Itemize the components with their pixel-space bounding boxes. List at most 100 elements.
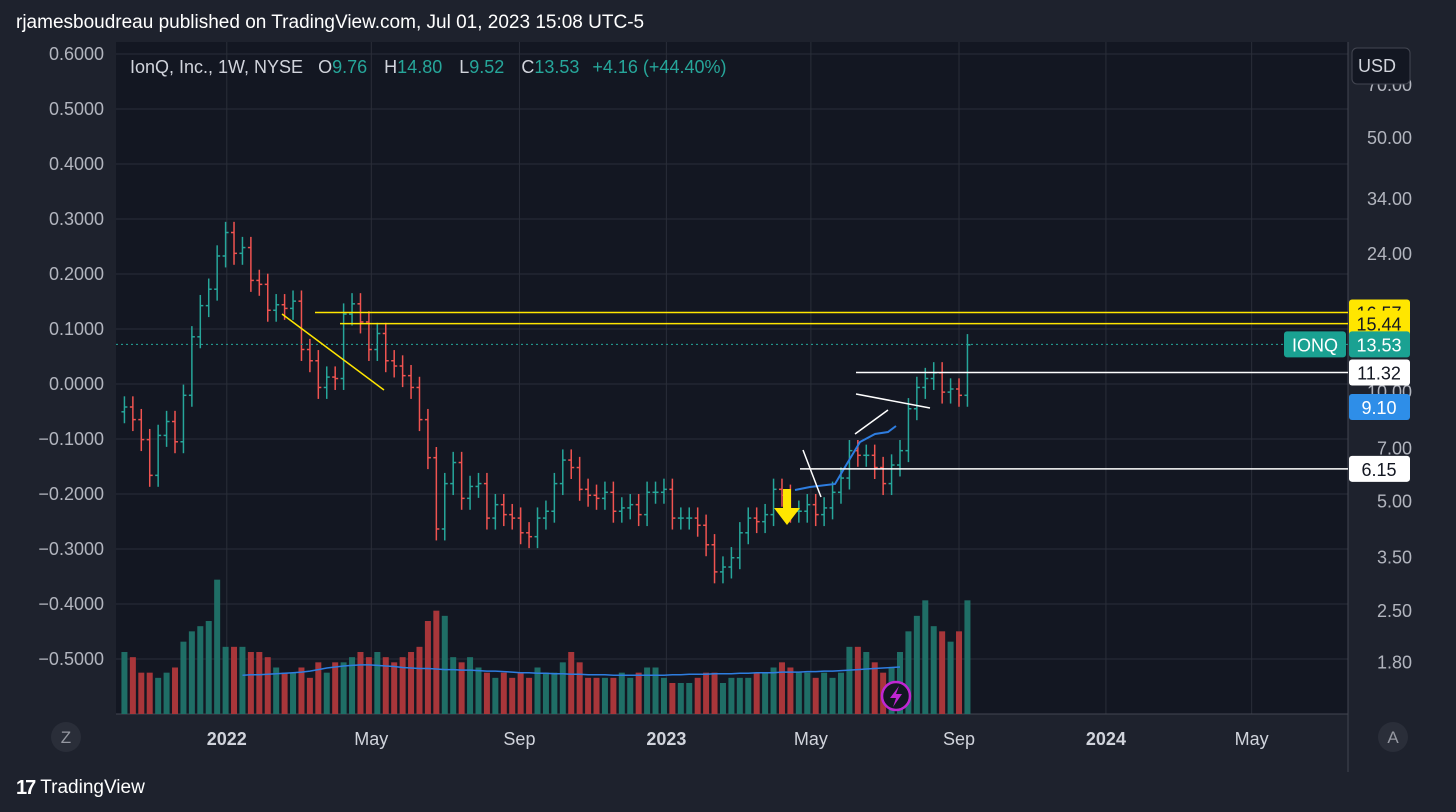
- left-axis-tick-label: 0.5000: [49, 99, 104, 119]
- volume-bar: [222, 646, 229, 714]
- volume-bar: [340, 662, 347, 714]
- volume-bar: [121, 652, 128, 714]
- price-label-box: [1349, 331, 1410, 358]
- right-axis-tick-label: 5.00: [1377, 491, 1412, 511]
- volume-bar: [433, 610, 440, 714]
- price-chart[interactable]: 0.6000 0.5000 0.4000 0.3000 0.2000 0.1000 0.00…: [0, 42, 1456, 772]
- volume-bar: [281, 672, 288, 714]
- volume-bar: [787, 667, 794, 714]
- left-axis-tick-label: −0.2000: [38, 484, 104, 504]
- price-ma-line: [794, 425, 897, 491]
- price-label-box: [1349, 393, 1410, 420]
- left-axis-tick-label: 0.2000: [49, 264, 104, 284]
- tradingview-logo-icon: 17: [16, 776, 36, 799]
- volume-bar: [956, 631, 963, 714]
- time-axis[interactable]: 2022 May Sep 2023 May Sep 2024 May: [207, 729, 1269, 749]
- volume-bar: [610, 677, 617, 714]
- volume-bar: [526, 677, 533, 714]
- volume-bar: [863, 652, 870, 714]
- volume-bar: [391, 662, 398, 714]
- volume-bar: [180, 641, 187, 714]
- volume-bar: [357, 652, 364, 714]
- volume-bar: [239, 646, 246, 714]
- price-label-box: [1349, 455, 1410, 482]
- volume-bar: [703, 672, 710, 714]
- volume-bar: [188, 631, 195, 714]
- volume-bar: [467, 657, 474, 714]
- auto-scale-button[interactable]: A: [1378, 722, 1408, 752]
- plot-background: [116, 42, 1348, 714]
- legend-h-label: H: [384, 57, 397, 77]
- time-axis-label: May: [354, 729, 388, 749]
- volume-bar: [778, 662, 785, 714]
- time-axis-label: May: [794, 729, 828, 749]
- down-arrow-marker: [774, 489, 800, 525]
- volume-bar: [770, 667, 777, 714]
- zoom-reset-button[interactable]: Z: [51, 722, 81, 752]
- volume-bar: [247, 652, 254, 714]
- volume-bar: [374, 652, 381, 714]
- symbol-tag-box: [1284, 331, 1346, 358]
- volume-bar: [416, 646, 423, 714]
- right-axis-tick-label: 24.00: [1367, 244, 1412, 264]
- volume-bar: [652, 667, 659, 714]
- left-axis-tick-label: −0.1000: [38, 429, 104, 449]
- volume-bar: [736, 677, 743, 714]
- volume-bar: [214, 579, 221, 714]
- time-axis-label: 2023: [646, 729, 686, 749]
- footer[interactable]: 17 TradingView: [16, 774, 145, 802]
- legend: IonQ, Inc., 1W, NYSE O9.76 H14.80 L9.52 …: [130, 57, 726, 77]
- volume-ma-line: [242, 664, 901, 677]
- volume-bar: [332, 662, 339, 714]
- footer-brand: TradingView: [40, 777, 145, 798]
- left-axis-tick-label: 0.1000: [49, 319, 104, 339]
- volume-bar: [197, 626, 204, 714]
- volume-bar: [424, 621, 431, 714]
- volume-bar: [155, 677, 162, 714]
- price-label-text: 9.10: [1361, 398, 1396, 418]
- time-axis-label: 2022: [207, 729, 247, 749]
- right-axis-tick-label: 7.00: [1377, 438, 1412, 458]
- volume-bar: [829, 677, 836, 714]
- currency-button[interactable]: USD: [1351, 47, 1411, 85]
- volume-bar: [458, 662, 465, 714]
- volume-bar: [804, 672, 811, 714]
- chart-area[interactable]: 0.6000 0.5000 0.4000 0.3000 0.2000 0.1000 0.00…: [0, 42, 1456, 772]
- volume-bar: [601, 677, 608, 714]
- right-axis: 70.0050.0034.0024.0010.007.005.003.502.5…: [1367, 75, 1412, 673]
- legend-symbol: IonQ, Inc., 1W, NYSE: [130, 57, 303, 77]
- volume-bar: [593, 677, 600, 714]
- volume-bar: [129, 657, 136, 714]
- left-axis-tick-label: 0.4000: [49, 154, 104, 174]
- volume-bar: [846, 646, 853, 714]
- currency-label: USD: [1358, 56, 1396, 76]
- volume-bar: [694, 677, 701, 714]
- legend-c-label: C: [521, 57, 534, 77]
- legend-change: +4.16 (+44.40%): [592, 57, 726, 77]
- trendline-white: [855, 393, 931, 409]
- right-axis-tick-label: 34.00: [1367, 189, 1412, 209]
- volume-bar: [576, 662, 583, 714]
- left-axis-tick-label: −0.4000: [38, 594, 104, 614]
- left-axis-tick-label: 0.6000: [49, 44, 104, 64]
- trendline-yellow: [281, 313, 385, 391]
- volume-bar: [939, 631, 946, 714]
- volume-bar: [517, 672, 524, 714]
- volume-bar: [382, 657, 389, 714]
- volume-bar: [947, 641, 954, 714]
- volume-bar: [323, 672, 330, 714]
- volume-bar: [762, 672, 769, 714]
- volume-bar: [315, 662, 322, 714]
- volume-bar: [306, 677, 313, 714]
- volume-bar: [930, 626, 937, 714]
- volume-bar: [298, 667, 305, 714]
- volume-bar: [509, 677, 516, 714]
- lightning-icon[interactable]: [880, 680, 912, 712]
- volume-bar: [483, 672, 490, 714]
- left-axis-tick-label: 0.0000: [49, 374, 104, 394]
- volume-bar: [913, 615, 920, 714]
- left-axis-tick-label: 0.3000: [49, 209, 104, 229]
- volume-bar: [728, 677, 735, 714]
- legend-c-value: 13.53: [534, 57, 579, 77]
